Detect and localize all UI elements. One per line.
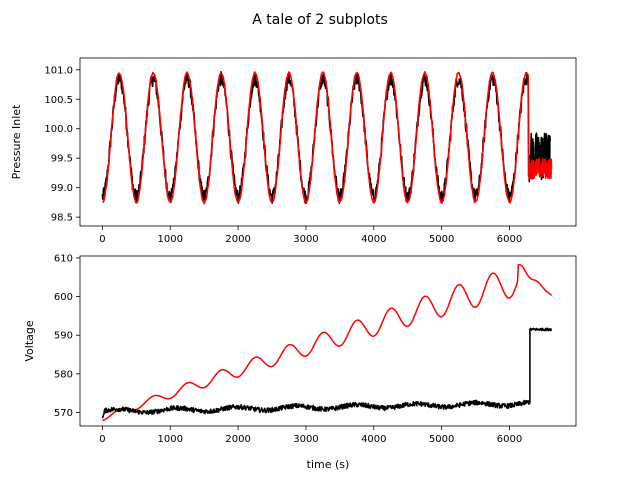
voltage-series-red — [102, 263, 553, 422]
pressure-axes-frame — [79, 57, 577, 227]
pressure-ytick-label: 99.0 — [51, 183, 73, 194]
voltage-ytick-label: 610 — [54, 253, 73, 264]
voltage-xtick-label: 1000 — [158, 434, 183, 445]
pressure-series-red — [102, 71, 553, 205]
pressure-xtick-label: 4000 — [361, 234, 386, 245]
voltage-xtick-label: 3000 — [293, 434, 318, 445]
voltage-xtick-label: 4000 — [361, 434, 386, 445]
voltage-ytick-label: 600 — [54, 292, 73, 303]
voltage-ytick-label: 570 — [54, 408, 73, 419]
pressure-subplot: 0 1000 2000 3000 4000 5000 6000 98.5 99.0 99.5 100… — [10, 57, 577, 245]
voltage-ylabel: Voltage — [23, 320, 36, 361]
voltage-tick-group: 0 1000 2000 3000 4000 5000 6000 570 580 590 600 610 — [54, 253, 522, 445]
voltage-subplot: 0 1000 2000 3000 4000 5000 6000 570 580 590 600 610… — [23, 253, 577, 471]
voltage-xtick-label: 5000 — [429, 434, 454, 445]
voltage-series-group — [101, 263, 553, 422]
pressure-xtick-label: 1000 — [158, 234, 183, 245]
pressure-ylabel: Pressure Inlet — [10, 104, 23, 180]
voltage-ytick-label: 590 — [54, 331, 73, 342]
pressure-tick-group: 0 1000 2000 3000 4000 5000 6000 98.5 99.0 99.5 100… — [44, 65, 522, 245]
pressure-xtick-label: 2000 — [225, 234, 250, 245]
pressure-ytick-label: 100.5 — [44, 95, 73, 106]
pressure-ytick-label: 101.0 — [44, 65, 73, 76]
voltage-axes-frame — [79, 255, 577, 427]
voltage-series-black — [101, 327, 553, 419]
pressure-ytick-label: 99.5 — [51, 154, 73, 165]
pressure-xtick-label: 0 — [99, 234, 105, 245]
voltage-xtick-label: 0 — [99, 434, 105, 445]
pressure-series-group — [101, 71, 553, 205]
pressure-xtick-label: 6000 — [497, 234, 522, 245]
pressure-series-black — [101, 71, 551, 204]
voltage-xtick-label: 6000 — [497, 434, 522, 445]
voltage-ytick-label: 580 — [54, 369, 73, 380]
voltage-xlabel: time (s) — [307, 458, 350, 471]
figure-title: A tale of 2 subplots — [252, 12, 388, 28]
voltage-xtick-label: 2000 — [225, 434, 250, 445]
pressure-ytick-label: 100.0 — [44, 124, 73, 135]
pressure-xtick-label: 5000 — [429, 234, 454, 245]
pressure-ytick-label: 98.5 — [51, 213, 73, 224]
pressure-xtick-label: 3000 — [293, 234, 318, 245]
